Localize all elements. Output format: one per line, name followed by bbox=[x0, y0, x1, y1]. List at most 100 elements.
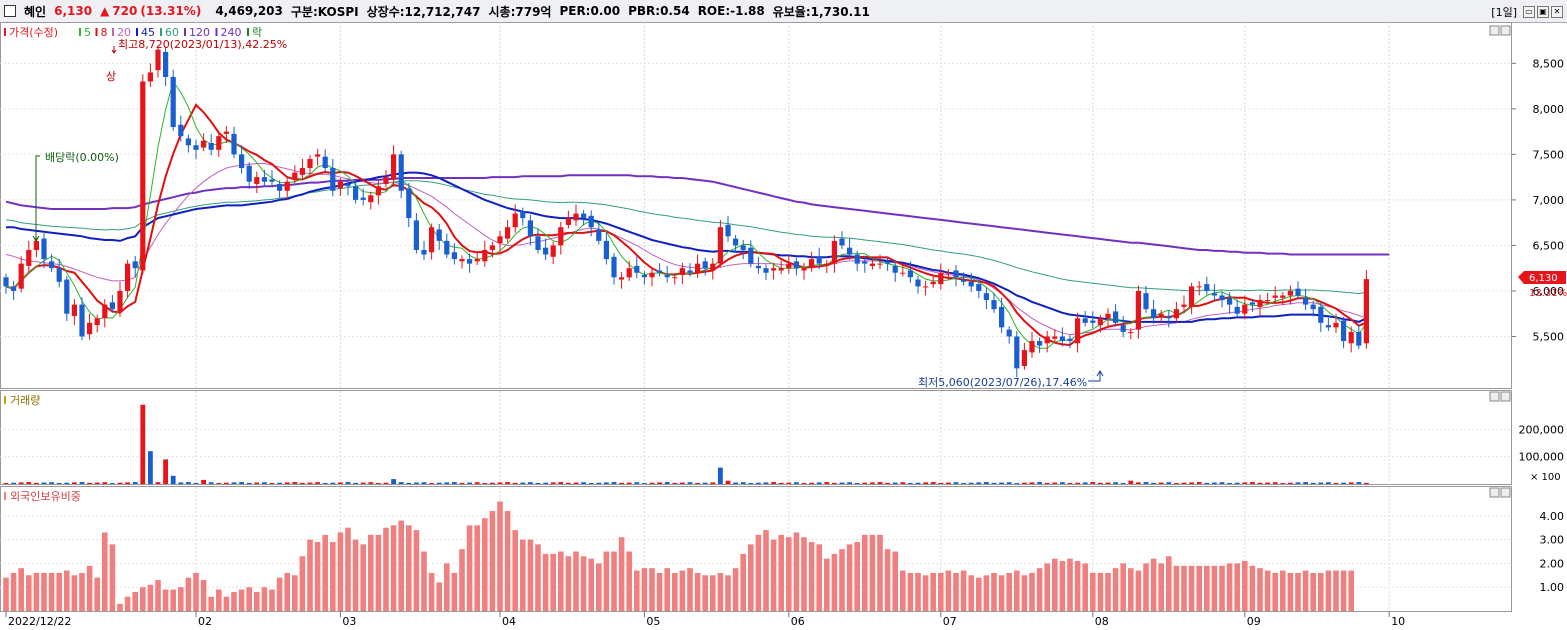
foreign-bar bbox=[1181, 565, 1187, 611]
volume-bar bbox=[360, 482, 366, 484]
candle-body bbox=[322, 156, 328, 169]
candle-body bbox=[543, 247, 549, 255]
candle-body bbox=[1097, 318, 1103, 326]
foreign-bar bbox=[968, 575, 974, 611]
candle-body bbox=[755, 265, 761, 269]
foreign-bar bbox=[1112, 568, 1119, 611]
foreign-bar bbox=[451, 572, 458, 611]
volume-bar bbox=[953, 482, 959, 484]
foreign-bar bbox=[246, 587, 252, 611]
volume-bar bbox=[1120, 483, 1126, 484]
foreign-bar bbox=[938, 572, 944, 611]
volume-bar bbox=[444, 482, 450, 484]
checkbox[interactable] bbox=[4, 5, 16, 17]
volume-bar bbox=[634, 482, 640, 484]
volume-bar bbox=[1227, 483, 1232, 484]
volume-bar bbox=[421, 482, 427, 484]
volume-bar bbox=[885, 482, 890, 484]
candle-body bbox=[87, 322, 93, 335]
foreign-bar bbox=[276, 577, 283, 611]
foreign-bar bbox=[269, 589, 275, 611]
foreign-bar bbox=[1067, 558, 1073, 611]
volume-bar bbox=[1060, 482, 1065, 484]
price-legend: 가격(수정) 5 8 20 45 60 120 240 락 bbox=[4, 26, 262, 39]
x-tick-label: 10 bbox=[1391, 615, 1405, 628]
period-selector[interactable]: [1일] bbox=[1491, 6, 1517, 19]
market-type: 구분:KOSPI bbox=[290, 4, 359, 19]
candle-body bbox=[178, 124, 184, 137]
volume-bar bbox=[338, 482, 343, 484]
foreign-bar bbox=[238, 589, 245, 611]
candle-body bbox=[771, 268, 777, 271]
candle-body bbox=[261, 177, 267, 182]
foreign-bar bbox=[1128, 568, 1134, 611]
candle-body bbox=[1242, 304, 1248, 314]
axis-labels: 2022/12/22 02 03 04 05 06 07 08 09 105,5006,0006,… bbox=[5, 57, 1565, 628]
volume-bar bbox=[64, 482, 70, 484]
candle-body bbox=[155, 49, 161, 71]
volume-bar bbox=[1348, 482, 1354, 484]
legend-label: 60 bbox=[165, 26, 179, 39]
candle-body bbox=[983, 293, 989, 301]
foreign-bar bbox=[976, 577, 982, 611]
candle-body bbox=[292, 172, 298, 180]
candle-body bbox=[945, 272, 951, 274]
candle-body bbox=[1189, 286, 1195, 307]
candle-body bbox=[1143, 293, 1149, 310]
candle-body bbox=[1090, 320, 1096, 323]
foreign-bar bbox=[1211, 565, 1218, 611]
candle-body bbox=[337, 181, 343, 189]
candle-body bbox=[991, 300, 997, 310]
foreign-bar bbox=[641, 568, 648, 611]
candle-body bbox=[1105, 313, 1111, 319]
candle-body bbox=[429, 227, 435, 253]
volume-bar bbox=[307, 482, 313, 484]
volume-bar bbox=[330, 482, 336, 484]
foreign-bar bbox=[1257, 568, 1263, 611]
volume-bar bbox=[991, 482, 997, 484]
foreign-bar bbox=[854, 541, 860, 611]
volume-y-tick-label: 100,000 bbox=[1519, 451, 1565, 464]
volume-bar bbox=[923, 482, 928, 484]
volume-panel-buttons[interactable] bbox=[1489, 391, 1511, 402]
candle-body bbox=[406, 188, 412, 219]
candle-body bbox=[717, 227, 723, 264]
candle-body bbox=[550, 245, 556, 257]
foreign-bar bbox=[421, 551, 427, 611]
stock-chart[interactable]: 2022/12/22 02 03 04 05 06 07 08 09 105,5006,0006,… bbox=[0, 22, 1567, 630]
volume-bar bbox=[87, 482, 92, 484]
volume-bar bbox=[695, 483, 700, 484]
candle-body bbox=[140, 81, 146, 271]
foreign-bar bbox=[1242, 561, 1248, 611]
candle-body bbox=[793, 261, 799, 269]
restore-button[interactable]: ▣ bbox=[1537, 6, 1549, 18]
pbr-value: PBR:0.54 bbox=[628, 4, 690, 18]
volume-bar bbox=[391, 479, 396, 484]
foreign-bar bbox=[1166, 556, 1172, 611]
volume-bars bbox=[3, 404, 1369, 484]
minimize-button[interactable]: ▭ bbox=[1523, 6, 1535, 18]
foreign-panel-buttons[interactable] bbox=[1489, 487, 1511, 498]
volume-bar bbox=[72, 482, 77, 484]
foreign-bar bbox=[1333, 570, 1339, 611]
volume-bar bbox=[1303, 482, 1308, 484]
candle-body bbox=[831, 240, 837, 264]
volume-bar bbox=[216, 483, 222, 484]
volume-bar bbox=[702, 482, 708, 484]
candle-body bbox=[1128, 331, 1134, 333]
candle-body bbox=[565, 218, 571, 225]
price-panel-buttons[interactable] bbox=[1489, 25, 1511, 36]
foreign-bar bbox=[48, 572, 55, 611]
foreign-bar bbox=[656, 572, 663, 611]
volume-bar bbox=[718, 467, 723, 484]
volume-bar bbox=[687, 482, 693, 484]
candle-body bbox=[56, 268, 62, 282]
foreign-bar bbox=[1264, 570, 1271, 611]
volume-bar bbox=[581, 482, 586, 484]
volume-bar bbox=[1189, 482, 1194, 484]
close-button[interactable]: ✕ bbox=[1551, 6, 1563, 18]
candle-body bbox=[824, 263, 830, 266]
foreign-bar bbox=[1325, 570, 1332, 611]
foreign-bars bbox=[3, 501, 1354, 611]
volume-bar bbox=[1029, 482, 1035, 484]
